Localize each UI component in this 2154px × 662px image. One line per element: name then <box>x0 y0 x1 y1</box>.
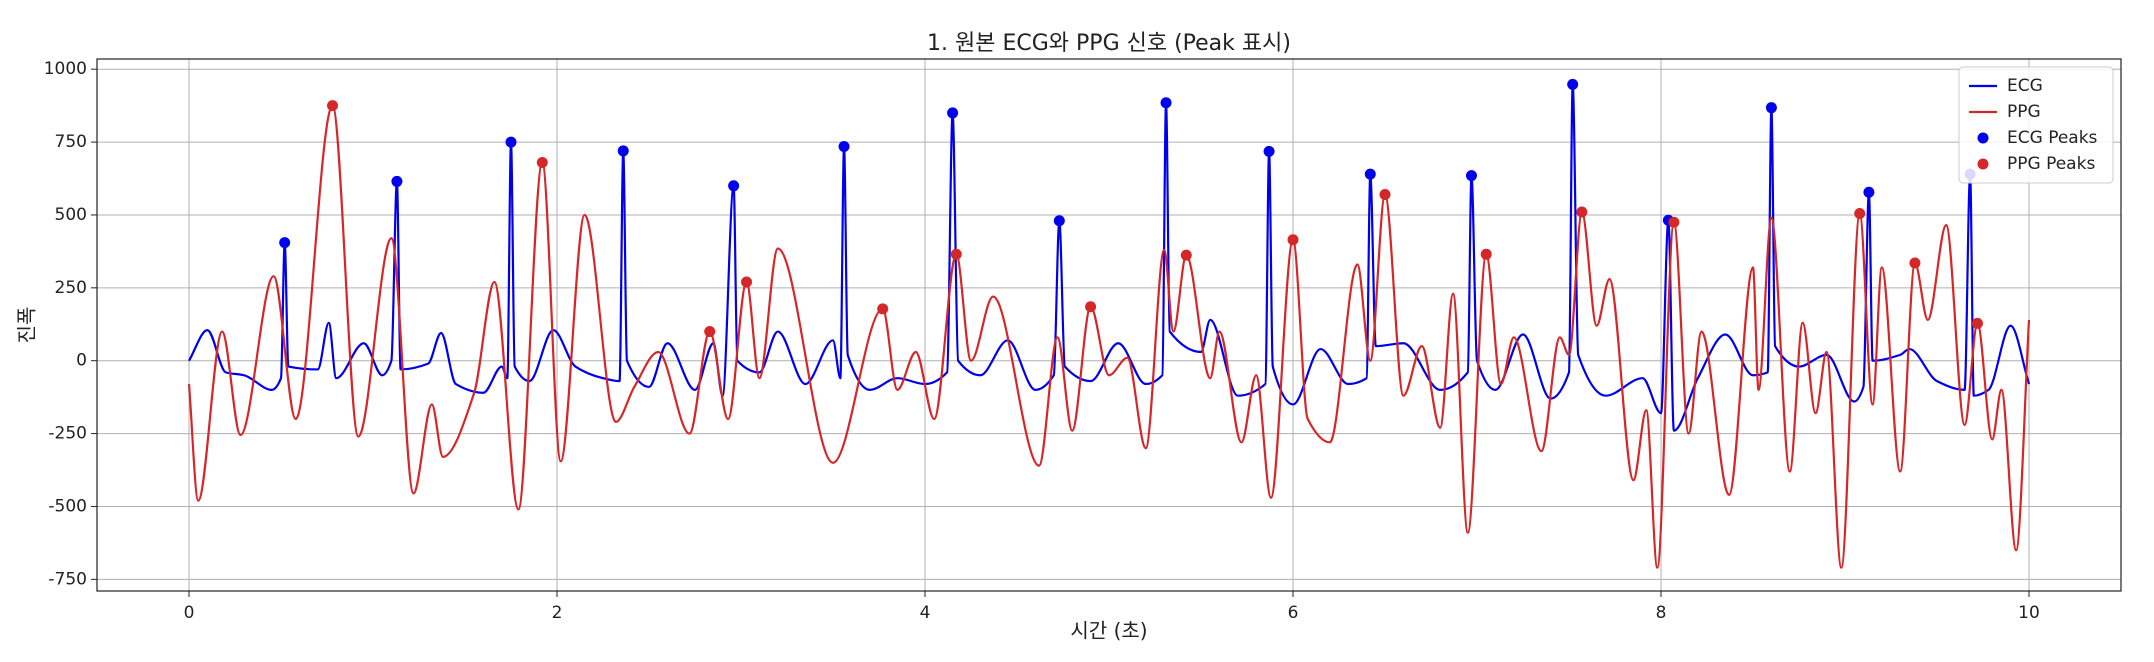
peak-marker <box>704 326 716 338</box>
peak-marker <box>728 180 740 192</box>
y-tick-label: 0 <box>76 351 87 371</box>
legend-label: PPG Peaks <box>2007 154 2095 174</box>
peak-marker <box>505 136 517 148</box>
y-tick-label: 500 <box>55 205 87 225</box>
peak-marker <box>1180 249 1192 261</box>
peak-marker <box>279 237 291 249</box>
legend-label: PPG <box>2007 102 2041 122</box>
y-tick-label: -750 <box>48 569 87 589</box>
peak-marker <box>1971 317 1983 329</box>
peak-marker <box>1567 78 1579 90</box>
peak-marker <box>1263 145 1275 157</box>
peak-marker <box>536 156 548 168</box>
x-axis-label: 시간 (초) <box>1070 619 1147 643</box>
x-tick-label: 6 <box>1288 603 1299 623</box>
peak-marker <box>877 303 889 315</box>
x-tick-label: 8 <box>1656 603 1667 623</box>
peak-marker <box>327 100 339 112</box>
series-line <box>188 83 2031 432</box>
peak-marker <box>1480 248 1492 260</box>
y-axis-label: 진폭 <box>15 307 39 344</box>
peak-marker <box>1909 257 1921 269</box>
peak-marker <box>1053 215 1065 227</box>
y-tick-label: -500 <box>48 496 87 516</box>
legend-marker <box>1977 132 1989 144</box>
peak-marker <box>1854 207 1866 219</box>
peak-marker <box>1668 216 1680 228</box>
peak-marker <box>617 145 629 157</box>
peak-marker <box>1379 189 1391 201</box>
x-tick-label: 10 <box>2018 603 2040 623</box>
y-tick-label: 250 <box>55 278 87 298</box>
legend-marker <box>1977 158 1989 170</box>
peak-marker <box>1160 97 1172 109</box>
y-tick-label: 1000 <box>44 59 87 79</box>
peak-marker <box>838 140 850 152</box>
peak-marker <box>1287 234 1299 246</box>
plot-frame <box>96 58 2122 592</box>
peak-marker <box>1465 170 1477 182</box>
x-tick-label: 0 <box>184 603 195 623</box>
peak-marker <box>391 175 403 187</box>
peak-marker <box>1765 102 1777 114</box>
peak-marker <box>947 107 959 119</box>
chart-title: 1. 원본 ECG와 PPG 신호 (Peak 표시) <box>927 31 1291 56</box>
legend-box <box>1958 66 2114 184</box>
x-tick-label: 4 <box>920 603 931 623</box>
peak-marker <box>1863 186 1875 198</box>
x-tick-label: 2 <box>552 603 563 623</box>
y-tick-label: -250 <box>48 424 87 444</box>
legend-label: ECG <box>2007 76 2043 96</box>
peak-marker <box>1364 168 1376 180</box>
legend-label: ECG Peaks <box>2007 128 2098 148</box>
series-line <box>187 104 2031 569</box>
peak-marker <box>950 248 962 260</box>
peak-marker <box>1576 206 1588 218</box>
y-tick-label: 750 <box>55 132 87 152</box>
peak-marker <box>741 276 753 288</box>
peak-marker <box>1085 301 1097 313</box>
